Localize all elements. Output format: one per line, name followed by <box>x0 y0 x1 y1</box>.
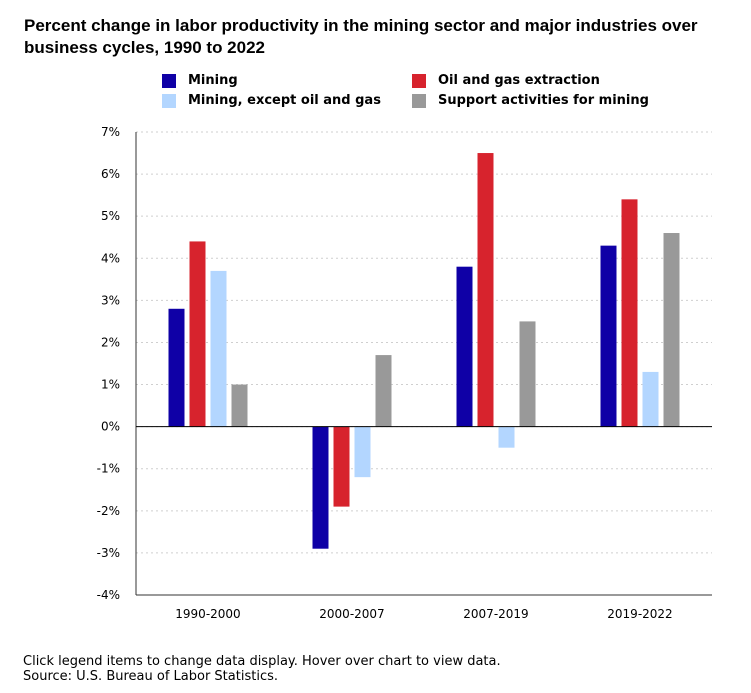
y-tick-label: 3% <box>101 293 120 307</box>
bar[interactable] <box>621 199 638 427</box>
legend-label-support: Support activities for mining <box>438 93 649 108</box>
bar[interactable] <box>663 233 680 427</box>
y-tick-label: -2% <box>97 504 120 518</box>
bar[interactable] <box>231 384 248 427</box>
y-tick-label: 5% <box>101 209 120 223</box>
y-tick-label: -4% <box>97 588 120 602</box>
y-tick-label: -3% <box>97 546 120 560</box>
bar[interactable] <box>600 245 617 427</box>
y-tick-label: 4% <box>101 251 120 265</box>
legend-swatch-support <box>412 93 426 108</box>
legend-item-mining[interactable]: Mining <box>162 73 238 88</box>
chart-title: Percent change in labor productivity in … <box>24 16 698 57</box>
legend-item-support[interactable]: Support activities for mining <box>412 93 649 108</box>
bar[interactable] <box>477 153 494 427</box>
legend-swatch-mining-except <box>162 93 176 108</box>
bar[interactable] <box>189 241 206 427</box>
y-tick-label: 1% <box>101 378 120 392</box>
legend-item-mining-except[interactable]: Mining, except oil and gas <box>162 93 381 108</box>
x-tick-label: 2000-2007 <box>319 607 384 621</box>
footer-source: Source: U.S. Bureau of Labor Statistics. <box>23 669 278 684</box>
y-tick-label: -1% <box>97 462 120 476</box>
bar[interactable] <box>168 308 185 427</box>
legend-label-mining: Mining <box>188 73 238 88</box>
bar[interactable] <box>354 426 371 478</box>
bar[interactable] <box>642 371 659 427</box>
bar[interactable] <box>498 426 515 448</box>
bar[interactable] <box>333 426 350 507</box>
footer-instructions: Click legend items to change data displa… <box>23 654 501 669</box>
x-tick-label: 2007-2019 <box>463 607 528 621</box>
bar[interactable] <box>312 426 329 549</box>
y-tick-label: 2% <box>101 335 120 349</box>
legend-item-oil-gas[interactable]: Oil and gas extraction <box>412 73 600 88</box>
legend-label-oil-gas: Oil and gas extraction <box>438 73 600 88</box>
bar[interactable] <box>519 321 536 427</box>
x-tick-label: 1990-2000 <box>175 607 240 621</box>
y-tick-label: 7% <box>101 125 120 139</box>
y-tick-label: 0% <box>101 420 120 434</box>
legend-swatch-mining <box>162 73 176 88</box>
legend-label-mining-except: Mining, except oil and gas <box>188 93 381 108</box>
x-tick-label: 2019-2022 <box>607 607 672 621</box>
bar[interactable] <box>375 355 392 427</box>
y-tick-label: 6% <box>101 167 120 181</box>
bar[interactable] <box>210 270 227 427</box>
legend-swatch-oil-gas <box>412 73 426 88</box>
bar[interactable] <box>456 266 473 427</box>
